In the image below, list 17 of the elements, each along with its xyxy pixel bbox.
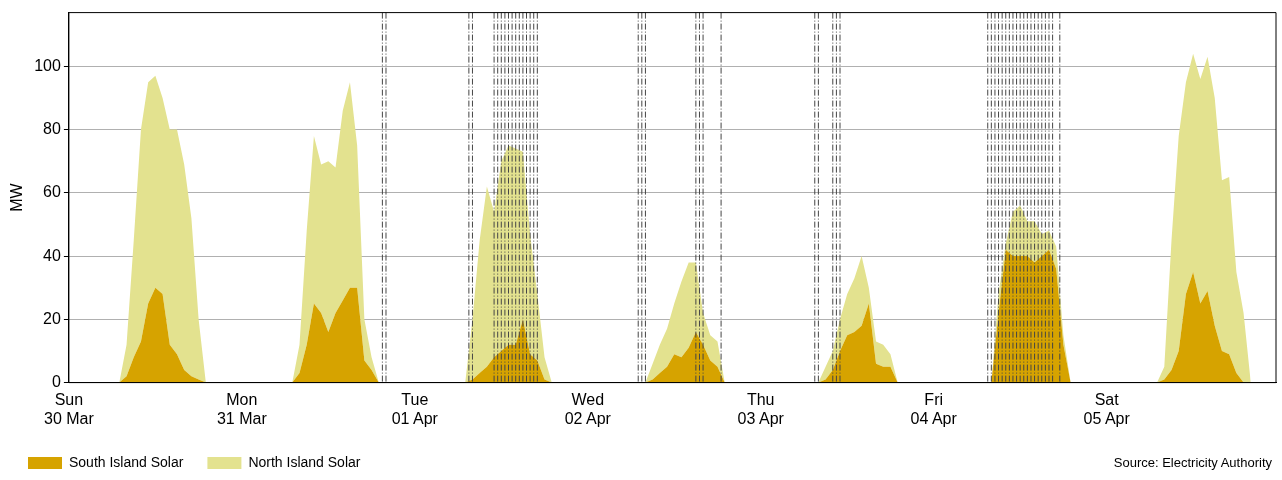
x-tick-label: Thu 03 Apr (737, 390, 785, 427)
y-tick-label: 100 (34, 56, 61, 74)
y-tick-label: 60 (43, 183, 61, 201)
source-note: Source: Electricity Authority (1113, 455, 1272, 470)
legend-label: South Island Solar (69, 453, 184, 470)
y-tick-label: 40 (43, 246, 61, 264)
legend-label: North Island Solar (248, 453, 361, 470)
x-tick-label: Fri 04 Apr (910, 390, 958, 427)
y-tick-label: 20 (43, 309, 61, 327)
x-tick-label: Mon 31 Mar (216, 390, 268, 427)
x-tick-label: Wed 02 Apr (564, 390, 612, 427)
x-tick-label: Sun 30 Mar (44, 390, 95, 427)
x-tick-label: Sat 05 Apr (1083, 390, 1131, 427)
y-tick-label: 80 (43, 120, 61, 138)
x-tick-label: Tue 01 Apr (391, 390, 439, 427)
y-axis-title: MW (8, 182, 26, 212)
y-tick-label: 0 (51, 373, 61, 391)
